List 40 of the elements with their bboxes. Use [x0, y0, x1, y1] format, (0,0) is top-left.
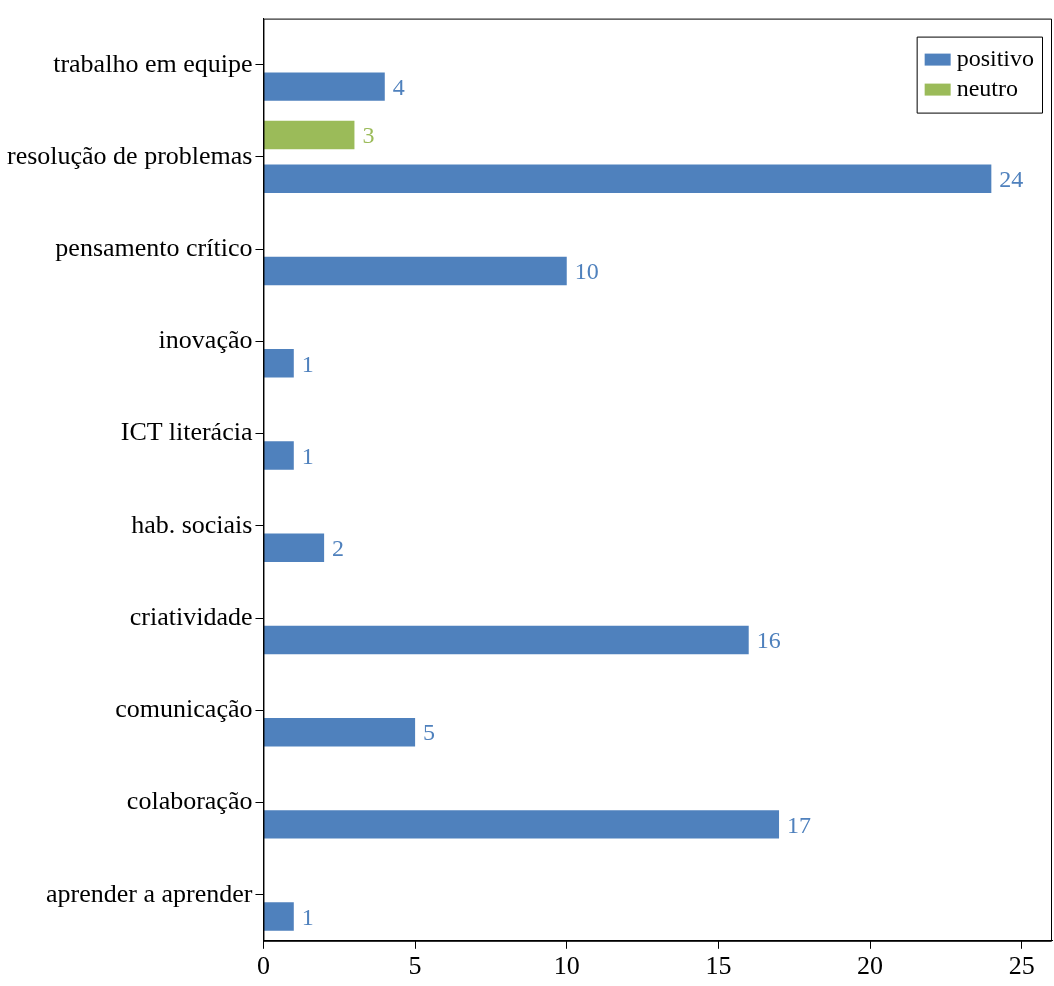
x-tick-label: 15 [705, 951, 732, 981]
y-tick-label: ICT literácia [120, 417, 253, 447]
data-label: 16 [756, 627, 781, 654]
bar [263, 810, 780, 839]
legend-label: neutro [956, 74, 1018, 101]
bar [263, 72, 385, 101]
bar [263, 164, 992, 194]
y-tick-label: inovação [158, 325, 253, 355]
bar [263, 256, 567, 286]
x-tick-label: 0 [256, 951, 270, 981]
y-tick-label: trabalho em equipe [53, 48, 253, 78]
bar [263, 625, 749, 655]
y-tick-label: pensamento crítico [55, 232, 253, 262]
y-tick-label: criatividade [129, 601, 253, 631]
bar [263, 902, 294, 931]
bar [263, 120, 355, 150]
x-tick-label: 20 [857, 951, 884, 981]
data-label: 1 [301, 903, 314, 930]
y-tick-label: comunicação [115, 694, 253, 724]
data-label: 4 [392, 73, 405, 100]
data-label: 17 [787, 811, 812, 838]
data-label: 3 [362, 122, 375, 149]
data-label: 2 [332, 535, 345, 562]
data-label: 1 [301, 350, 314, 377]
y-tick-label: aprender a aprender [46, 878, 253, 908]
x-tick-label: 25 [1008, 951, 1035, 981]
x-tick-label: 10 [553, 951, 580, 981]
data-label: 10 [574, 258, 599, 285]
y-tick-label: hab. sociais [131, 509, 253, 539]
x-tick-label: 5 [408, 951, 422, 981]
bar [263, 533, 325, 562]
bar [263, 441, 294, 470]
data-label: 24 [999, 166, 1024, 193]
data-label: 1 [301, 442, 314, 469]
bar [263, 717, 416, 747]
bar [263, 349, 294, 378]
data-label: 5 [423, 719, 436, 746]
y-tick-label: resolução de problemas [7, 140, 253, 170]
y-tick-label: colaboração [126, 786, 253, 816]
legend-label: positivo [956, 44, 1034, 71]
